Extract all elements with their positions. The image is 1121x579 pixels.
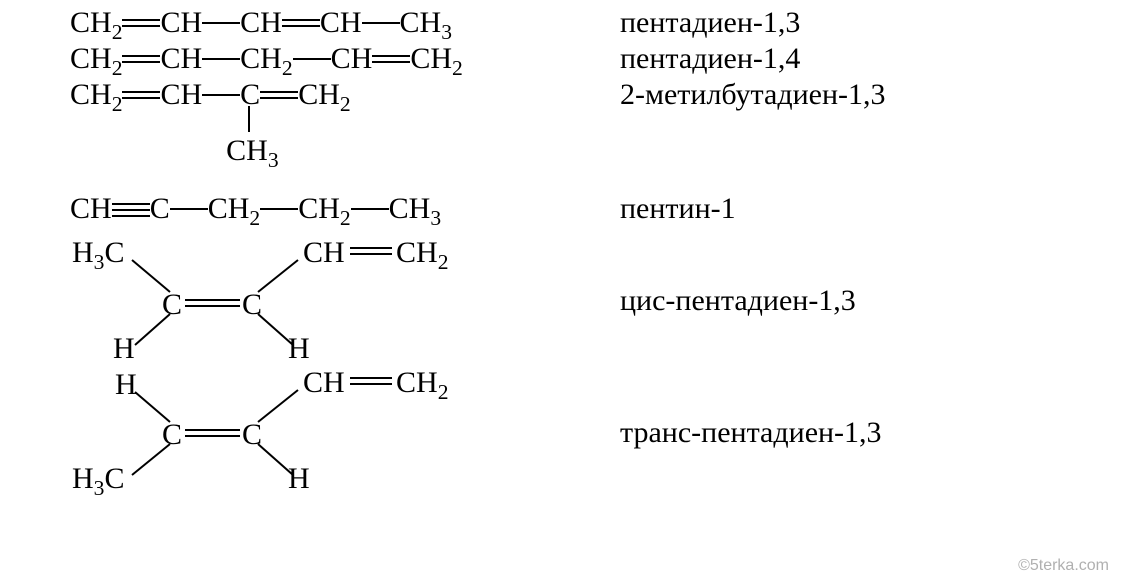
atom: C bbox=[162, 288, 182, 322]
branch-group: CH3 bbox=[226, 134, 278, 168]
atom: C bbox=[242, 288, 262, 322]
bond-double-icon bbox=[122, 50, 160, 68]
formula-pentadiene-1-4: CH2 CH CH2 CH CH2 bbox=[70, 40, 610, 76]
spacer bbox=[70, 172, 1121, 190]
bond-triple-icon bbox=[112, 200, 150, 218]
atom: CH2 bbox=[298, 78, 350, 112]
row-pentadiene-1-4: CH2 CH CH2 CH CH2 пентадиен-1,4 bbox=[70, 40, 1121, 76]
chemistry-diagram: CH2CHCHCHCH3 пентадиен-1,3 CH2CHCH2CHCH2… bbox=[0, 0, 1121, 492]
row-2-methylbutadiene-1-3: CH2 CH CCH3 CH2 2-метилбутадиен-1,3 bbox=[70, 76, 1121, 172]
atom: C bbox=[242, 418, 262, 452]
bond-single-vertical-icon bbox=[248, 106, 250, 132]
bond-single-icon bbox=[293, 50, 331, 68]
atom: CH bbox=[320, 6, 362, 40]
atom: CH bbox=[303, 366, 345, 400]
atom: CCH3 bbox=[240, 78, 260, 112]
atom: CH2 bbox=[410, 42, 462, 76]
formula-trans-pentadiene-1-3: H CH CH2 C C H3C H bbox=[70, 360, 610, 492]
compound-name: пентадиен-1,3 bbox=[620, 6, 800, 39]
atom: H3C bbox=[72, 462, 124, 496]
atom: H bbox=[115, 368, 137, 402]
compound-name: цис-пентадиен-1,3 bbox=[620, 284, 856, 317]
atom: CH3 bbox=[389, 192, 441, 226]
atom: C bbox=[150, 192, 170, 226]
atom: CH3 bbox=[400, 6, 452, 40]
atom: CH2 bbox=[240, 42, 292, 76]
atom: CH2 bbox=[298, 192, 350, 226]
atom: CH bbox=[240, 6, 282, 40]
bond-double-icon bbox=[122, 14, 160, 32]
atom: CH bbox=[70, 192, 112, 226]
bond-single-icon bbox=[351, 200, 389, 218]
bond-single-icon bbox=[202, 86, 240, 104]
compound-name: пентадиен-1,4 bbox=[620, 42, 800, 75]
row-pentyne-1: CH C CH2 CH2 CH3 пентин-1 bbox=[70, 190, 1121, 226]
atom: H3C bbox=[72, 236, 124, 270]
atom: CH2 bbox=[70, 42, 122, 76]
formula-pentyne-1: CH C CH2 CH2 CH3 bbox=[70, 190, 610, 226]
formula-2-methylbutadiene-1-3: CH2 CH CCH3 CH2 bbox=[70, 76, 610, 112]
atom: CH2 bbox=[70, 6, 122, 40]
bond-single-icon bbox=[362, 14, 400, 32]
atom: H bbox=[288, 462, 310, 496]
atom: CH bbox=[160, 78, 202, 112]
watermark: ©5terka.com bbox=[1018, 557, 1109, 575]
atom: CH2 bbox=[396, 236, 448, 270]
compound-name: 2-метилбутадиен-1,3 bbox=[620, 78, 886, 111]
atom: C bbox=[162, 418, 182, 452]
formula-cis-pentadiene-1-3: H3C CH CH2 C C H H bbox=[70, 230, 610, 360]
compound-name: транс-пентадиен-1,3 bbox=[620, 416, 882, 449]
bond-single-icon bbox=[170, 200, 208, 218]
bond-double-icon bbox=[260, 86, 298, 104]
bond-single-icon bbox=[202, 50, 240, 68]
bond-single-icon bbox=[260, 200, 298, 218]
row-trans-pentadiene-1-3: H CH CH2 C C H3C H транс-пентадиен-1,3 bbox=[70, 360, 1121, 492]
formula-pentadiene-1-3: CH2 CH CH CH CH3 bbox=[70, 4, 610, 40]
atom: CH bbox=[160, 42, 202, 76]
atom: CH bbox=[331, 42, 373, 76]
bond-double-icon bbox=[122, 86, 160, 104]
bond-single-icon bbox=[202, 14, 240, 32]
atom: CH bbox=[160, 6, 202, 40]
atom: CH2 bbox=[396, 366, 448, 400]
atom: CH bbox=[303, 236, 345, 270]
bond-double-icon bbox=[372, 50, 410, 68]
atom: CH2 bbox=[70, 78, 122, 112]
row-cis-pentadiene-1-3: H3C CH CH2 C C H H цис-пентадиен-1,3 bbox=[70, 230, 1121, 360]
compound-name: пентин-1 bbox=[620, 192, 736, 225]
atom: CH2 bbox=[208, 192, 260, 226]
row-pentadiene-1-3: CH2 CH CH CH CH3 пентадиен-1,3 bbox=[70, 4, 1121, 40]
bond-double-icon bbox=[282, 14, 320, 32]
